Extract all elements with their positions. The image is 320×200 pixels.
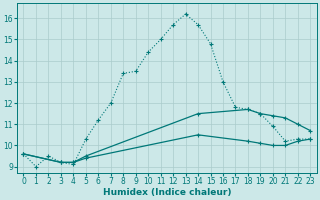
X-axis label: Humidex (Indice chaleur): Humidex (Indice chaleur) — [103, 188, 231, 197]
